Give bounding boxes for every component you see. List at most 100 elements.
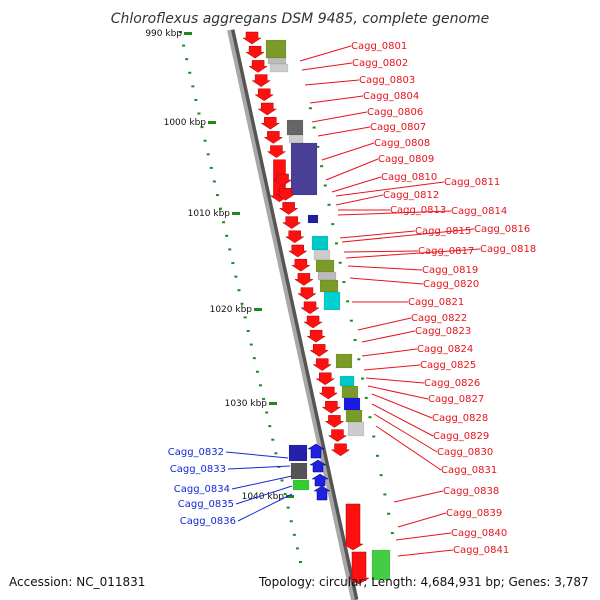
gene-label-Cagg_0831[interactable]: Cagg_0831 xyxy=(441,465,497,476)
gene-label-Cagg_0818[interactable]: Cagg_0818 xyxy=(480,244,536,255)
scale-tick-13 xyxy=(219,207,222,210)
gene-label-Cagg_0809[interactable]: Cagg_0809 xyxy=(378,154,434,165)
feature-block-19 xyxy=(288,444,308,462)
gene-label-Cagg_0833[interactable]: Cagg_0833 xyxy=(170,464,226,475)
forward-gene-arrow-0[interactable] xyxy=(242,31,262,45)
scale-tick-23 xyxy=(249,343,253,346)
forward-gene-arrow-27[interactable] xyxy=(324,415,345,428)
gene-label-Cagg_0841[interactable]: Cagg_0841 xyxy=(453,545,509,556)
gene-label-Cagg_0832[interactable]: Cagg_0832 xyxy=(168,447,224,458)
forward-gene-arrow-16[interactable] xyxy=(291,258,311,272)
gene-label-Cagg_0828[interactable]: Cagg_0828 xyxy=(432,413,488,424)
gene-label-Cagg_0834[interactable]: Cagg_0834 xyxy=(174,484,230,495)
leader-line-Cagg_0801 xyxy=(299,45,352,62)
gene-label-Cagg_0803[interactable]: Cagg_0803 xyxy=(359,75,415,86)
gene-label-Cagg_0826[interactable]: Cagg_0826 xyxy=(424,378,480,389)
forward-gene-arrow-b[interactable] xyxy=(348,551,370,585)
gene-label-Cagg_0811[interactable]: Cagg_0811 xyxy=(444,177,500,188)
forward-gene-arrow-28[interactable] xyxy=(327,429,348,442)
gene-label-Cagg_0836[interactable]: Cagg_0836 xyxy=(180,516,236,527)
gene-label-Cagg_0802[interactable]: Cagg_0802 xyxy=(352,58,408,69)
gene-label-Cagg_0823[interactable]: Cagg_0823 xyxy=(415,326,471,337)
forward-gene-arrow-14[interactable] xyxy=(284,230,305,244)
gene-label-Cagg_0835[interactable]: Cagg_0835 xyxy=(178,499,234,510)
forward-gene-arrow-5[interactable] xyxy=(257,102,278,116)
forward-gene-arrow-21[interactable] xyxy=(306,329,326,343)
gene-label-Cagg_0810[interactable]: Cagg_0810 xyxy=(381,172,437,183)
scale-tick-3 xyxy=(188,71,192,74)
scale-tick-36 xyxy=(289,520,293,523)
forward-gene-arrow-24[interactable] xyxy=(315,372,336,386)
forward-gene-arrow-15[interactable] xyxy=(287,244,308,258)
gene-label-Cagg_0813[interactable]: Cagg_0813 xyxy=(390,205,446,216)
gene-labels[interactable]: Cagg_0801 Cagg_0802 Cagg_0803 Cagg_0804 Cagg… xyxy=(168,41,537,556)
forward-gene-arrow-25[interactable] xyxy=(318,386,339,400)
gene-label-Cagg_0830[interactable]: Cagg_0830 xyxy=(437,447,493,458)
forward-gene-arrow-2[interactable] xyxy=(248,60,268,73)
inner-tick-15 xyxy=(349,319,353,322)
scale-tick-2 xyxy=(185,58,189,61)
scale-tick-8 xyxy=(203,139,207,142)
scale-tick-10 xyxy=(209,166,213,169)
reverse-gene-arrow-2[interactable] xyxy=(311,473,329,487)
scale-tick-21 xyxy=(243,316,247,319)
forward-gene-arrow-3[interactable] xyxy=(251,74,271,87)
gene-label-Cagg_0825[interactable]: Cagg_0825 xyxy=(420,360,476,371)
inner-tick-14 xyxy=(346,300,350,303)
reverse-gene-arrow-0[interactable] xyxy=(307,443,325,459)
gene-label-Cagg_0804[interactable]: Cagg_0804 xyxy=(363,91,419,102)
scale-tick-22 xyxy=(246,329,250,332)
forward-gene-arrow-22[interactable] xyxy=(309,344,329,357)
leader-line-Cagg_0824 xyxy=(361,348,418,357)
gene-label-Cagg_0807[interactable]: Cagg_0807 xyxy=(370,122,426,133)
gene-label-Cagg_0824[interactable]: Cagg_0824 xyxy=(417,344,473,355)
forward-gene-arrow-29[interactable] xyxy=(330,443,351,457)
gene-label-Cagg_0817[interactable]: Cagg_0817 xyxy=(418,246,474,257)
inner-tick-7 xyxy=(320,165,324,168)
feature-block-22 xyxy=(371,549,391,581)
scale-tick-39 xyxy=(299,561,302,563)
gene-label-Cagg_0812[interactable]: Cagg_0812 xyxy=(383,190,439,201)
gene-label-Cagg_0801[interactable]: Cagg_0801 xyxy=(351,41,407,52)
forward-gene-arrow-11[interactable] xyxy=(275,187,296,201)
scale-tick-27 xyxy=(262,397,266,400)
leader-line-Cagg_0829 xyxy=(371,403,434,437)
reverse-gene-arrow-1[interactable] xyxy=(309,459,327,473)
forward-gene-arrow-19[interactable] xyxy=(300,301,320,315)
feature-block-12 xyxy=(323,291,341,311)
forward-gene-arrow-4[interactable] xyxy=(254,88,275,102)
forward-gene-arrow-26[interactable] xyxy=(321,400,342,414)
forward-gene-arrow-20[interactable] xyxy=(303,315,323,329)
forward-gene-arrow-8[interactable] xyxy=(266,145,287,158)
gene-label-Cagg_0816[interactable]: Cagg_0816 xyxy=(474,224,530,235)
feature-block-21 xyxy=(292,479,310,491)
gene-label-Cagg_0829[interactable]: Cagg_0829 xyxy=(433,431,489,442)
gene-label-Cagg_0820[interactable]: Cagg_0820 xyxy=(423,279,479,290)
gene-label-Cagg_0827[interactable]: Cagg_0827 xyxy=(428,394,484,405)
forward-gene-arrow-23[interactable] xyxy=(312,358,333,371)
gene-label-Cagg_0838[interactable]: Cagg_0838 xyxy=(443,486,499,497)
scale-tick-18 xyxy=(234,275,238,278)
forward-gene-arrow-6[interactable] xyxy=(260,116,281,130)
gene-label-Cagg_0814[interactable]: Cagg_0814 xyxy=(451,206,507,217)
gene-label-Cagg_0806[interactable]: Cagg_0806 xyxy=(367,107,423,118)
gene-label-Cagg_0840[interactable]: Cagg_0840 xyxy=(451,528,507,539)
forward-gene-arrow-17[interactable] xyxy=(294,273,314,286)
scale-tick-24 xyxy=(252,357,256,360)
gene-label-Cagg_0839[interactable]: Cagg_0839 xyxy=(446,508,502,519)
forward-gene-arrow-10[interactable] xyxy=(272,173,293,187)
forward-gene-arrow-13[interactable] xyxy=(281,216,302,229)
gene-label-Cagg_0821[interactable]: Cagg_0821 xyxy=(408,297,464,308)
forward-gene-arrow-18[interactable] xyxy=(297,287,317,300)
reverse-gene-arrow-3[interactable] xyxy=(313,485,331,501)
gene-label-Cagg_0819[interactable]: Cagg_0819 xyxy=(422,265,478,276)
gene-label-Cagg_0808[interactable]: Cagg_0808 xyxy=(374,138,430,149)
forward-gene-arrow-12[interactable] xyxy=(278,202,299,215)
feature-block-5 xyxy=(290,142,318,196)
forward-gene-arrow-1[interactable] xyxy=(245,45,265,59)
gene-label-Cagg_0815[interactable]: Cagg_0815 xyxy=(415,226,471,237)
forward-gene-arrow-7[interactable] xyxy=(263,131,284,144)
feature-block-15 xyxy=(341,385,359,399)
gene-label-Cagg_0822[interactable]: Cagg_0822 xyxy=(411,313,467,324)
forward-gene-arrow-a[interactable] xyxy=(342,503,364,551)
